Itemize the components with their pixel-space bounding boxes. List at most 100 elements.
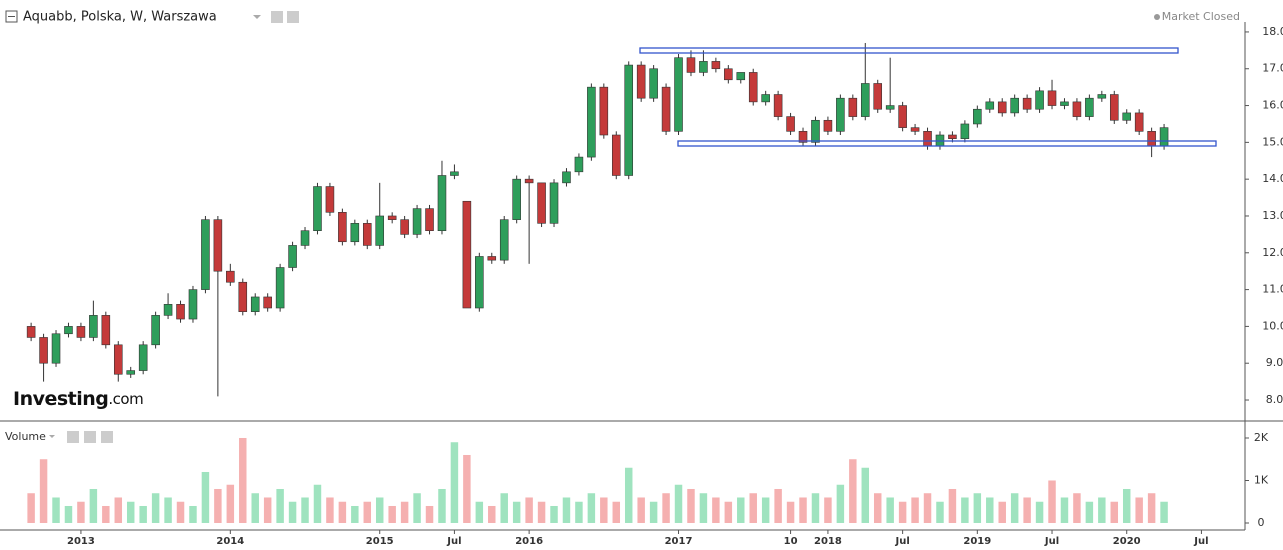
volume-title: Volume [5, 430, 46, 443]
candle-body [661, 86, 671, 132]
drawn-rectangle[interactable] [639, 47, 1179, 54]
candle-body [798, 131, 808, 143]
candle-body [400, 219, 409, 235]
volume-bar [164, 497, 172, 523]
status-dot [1154, 14, 1160, 20]
volume-bar [425, 505, 434, 523]
market-status: Market Closed [1162, 10, 1240, 23]
volume-bar [39, 459, 48, 523]
volume-bar [114, 497, 123, 523]
candle-body [201, 219, 210, 290]
candle-body [487, 256, 497, 261]
volume-bar [687, 488, 695, 523]
candle-body [860, 83, 870, 117]
candle-body [151, 315, 160, 346]
candle-body [275, 267, 285, 309]
settings-icon[interactable] [84, 431, 96, 443]
candle-body [649, 68, 658, 99]
x-tick-label: 2017 [665, 536, 693, 546]
settings-icon[interactable] [287, 11, 299, 23]
dropdown-arrow[interactable] [253, 15, 261, 19]
volume-bar [562, 497, 571, 523]
logo: Investing.com [13, 388, 143, 410]
volume-bar [326, 497, 334, 523]
candle-body [599, 86, 609, 136]
candle-body [1085, 97, 1094, 117]
volume-bar [288, 501, 297, 523]
volume-bar [836, 484, 845, 523]
candle-body [1122, 112, 1132, 121]
volume-bar [313, 484, 322, 523]
volume-bar [1023, 497, 1031, 523]
volume-bar [587, 493, 596, 523]
volume-bar [1122, 488, 1131, 523]
dropdown-arrow[interactable] [49, 435, 55, 438]
candle-body [250, 296, 260, 312]
volume-bar [52, 497, 60, 523]
candle-body [636, 64, 646, 99]
volume-bar [1048, 480, 1056, 523]
volume-bar [525, 497, 533, 523]
volume-bar [886, 497, 894, 523]
volume-bar [737, 497, 745, 523]
x-tick-label: 2018 [814, 536, 842, 546]
candle-body [836, 97, 845, 132]
candle-body [499, 219, 509, 261]
x-tick-label: Jul [894, 536, 909, 546]
volume-bar [761, 497, 770, 523]
volume-bar [388, 505, 396, 523]
volume-bar [201, 471, 210, 523]
candle-body [263, 296, 272, 309]
x-tick-label: 2020 [1113, 536, 1141, 546]
logo-suffix: .com [108, 390, 143, 408]
candle-body [101, 315, 111, 346]
volume-bar [214, 488, 222, 523]
candle-body [773, 94, 783, 117]
candle-body [1010, 97, 1019, 114]
volume-bar [139, 505, 147, 523]
settings-icon[interactable] [271, 11, 283, 23]
candle-body [226, 270, 235, 283]
x-tick-label: 2016 [515, 536, 543, 546]
candle-body [362, 223, 372, 246]
candle-body [138, 344, 148, 371]
candle-body [1134, 112, 1144, 132]
candle-body [462, 200, 472, 309]
collapse-icon[interactable] [5, 10, 18, 23]
candle-body [923, 131, 932, 147]
candle-body [163, 304, 173, 316]
candle-body [674, 57, 683, 132]
volume-bar [226, 484, 235, 523]
y-tick-label: 15.00 [1262, 135, 1283, 148]
candle-body [724, 68, 733, 81]
volume-bar [189, 505, 197, 523]
volume-bar [774, 488, 782, 523]
volume-bar [973, 493, 982, 523]
candle-body [736, 72, 746, 81]
candle-body [624, 64, 634, 176]
y-tick-label: 13.00 [1262, 209, 1283, 222]
volume-bar [961, 497, 969, 523]
volume-bar [724, 501, 733, 523]
close-icon[interactable] [101, 431, 113, 443]
candle-body [89, 315, 98, 338]
volume-bar [1160, 501, 1168, 523]
volume-bar [749, 493, 757, 523]
candle-body [512, 178, 521, 220]
candle-body [611, 134, 621, 176]
volume-bar [550, 505, 558, 523]
volume-bar [923, 493, 932, 523]
volume-bar [811, 493, 820, 523]
volume-bar [712, 497, 720, 523]
candle-body [997, 101, 1007, 114]
candle-body [848, 97, 858, 117]
x-tick-label: Jul [1193, 536, 1208, 546]
candle-body [238, 281, 248, 312]
settings-icon[interactable] [67, 431, 79, 443]
volume-bar [1035, 501, 1044, 523]
candle-body [412, 208, 422, 235]
candle-body [176, 304, 185, 320]
candle-body [450, 171, 459, 176]
drawn-rectangle[interactable] [677, 140, 1217, 147]
